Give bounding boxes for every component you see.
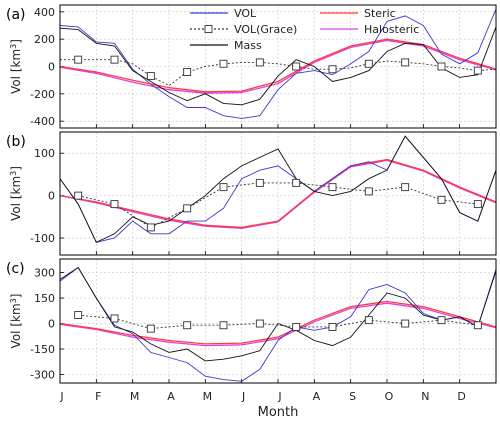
y-tick-label: 0 — [48, 318, 55, 331]
panel-1: -400 -200 0 200 400 (a) Vol [km3] — [6, 4, 497, 129]
y-tick-label: 200 — [34, 33, 55, 46]
series-mass — [60, 266, 496, 362]
legend-item: Steric — [320, 7, 396, 20]
grace-marker — [292, 322, 301, 331]
grace-marker — [401, 58, 410, 67]
grace-marker — [219, 321, 228, 330]
x-tick-label: N — [421, 390, 429, 403]
grace-marker — [146, 72, 155, 81]
y-tick-label: 100 — [34, 147, 55, 160]
legend-label: Mass — [234, 39, 262, 52]
legend: VOL VOL(Grace) Mass Steric Halosteric — [190, 7, 419, 52]
grace-marker — [183, 321, 192, 330]
grace-marker — [255, 178, 264, 187]
grace-marker — [328, 183, 337, 192]
x-tick-label: D — [457, 390, 465, 403]
series-vol — [60, 266, 496, 382]
grace-marker — [183, 204, 192, 213]
x-tick-label: M — [203, 390, 213, 403]
grace-marker — [74, 311, 83, 320]
series-halosteric — [60, 302, 496, 347]
grace-marker — [219, 183, 228, 192]
grace-marker — [437, 62, 446, 71]
legend-label: Halosteric — [364, 23, 419, 36]
x-tick-label: F — [95, 390, 101, 403]
grace-marker — [364, 59, 373, 68]
y-tick-label: 300 — [34, 267, 55, 280]
x-tick-label: J — [277, 390, 281, 403]
grace-marker — [473, 321, 482, 330]
grace-marker — [219, 59, 228, 68]
series-mass — [60, 26, 496, 106]
x-tick-label: M — [130, 390, 140, 403]
series-halosteric — [60, 159, 496, 229]
x-tick-label: A — [167, 390, 175, 403]
series-steric — [60, 158, 496, 229]
series-volgrace — [78, 182, 478, 228]
grace-marker — [110, 55, 119, 64]
series-volgrace — [60, 59, 496, 87]
y-tick-label: -150 — [30, 343, 55, 356]
panel-2: -100 0 100 (b) Vol [km3] — [6, 131, 497, 256]
legend-item: VOL(Grace) — [190, 23, 297, 36]
y-axis-label: Vol [km3] — [9, 39, 23, 94]
grace-marker — [473, 200, 482, 209]
legend-label: VOL — [234, 7, 257, 20]
grace-marker — [401, 183, 410, 192]
grace-marker — [255, 58, 264, 67]
grace-marker — [292, 178, 301, 187]
legend-item: Halosteric — [320, 23, 419, 36]
grace-marker — [437, 316, 446, 325]
legend-marker — [204, 25, 213, 33]
series-steric — [60, 300, 496, 345]
grace-marker — [473, 66, 482, 75]
x-tick-label: J — [59, 390, 63, 403]
y-axis-label: Vol [km3] — [9, 294, 23, 349]
y-tick-label: -400 — [30, 115, 55, 128]
y-tick-label: 0 — [48, 61, 55, 74]
panel-label: (a) — [6, 7, 26, 23]
grace-marker — [364, 187, 373, 196]
legend-label: VOL(Grace) — [234, 23, 297, 36]
grace-marker — [110, 314, 119, 323]
grace-marker — [74, 191, 83, 200]
panel-label: (c) — [6, 261, 25, 277]
panel-label: (b) — [6, 134, 26, 150]
y-tick-label: 150 — [34, 292, 55, 305]
series-halosteric — [60, 39, 496, 94]
x-tick-label: O — [385, 390, 394, 403]
grace-marker — [328, 65, 337, 74]
series-volgrace — [78, 314, 478, 330]
grace-marker — [183, 68, 192, 76]
x-tick-label: S — [349, 390, 356, 403]
series-vol — [60, 8, 496, 119]
y-tick-label: 400 — [34, 6, 55, 19]
panel-3: -300 -150 0 150 300 (c) Vol [km3] — [6, 258, 497, 384]
legend-label: Steric — [364, 7, 396, 20]
legend-item: Mass — [190, 39, 262, 52]
grace-marker — [437, 195, 446, 204]
grace-marker — [146, 324, 155, 333]
grace-marker — [292, 62, 301, 71]
grace-marker — [74, 55, 83, 64]
y-tick-label: 0 — [48, 190, 55, 203]
y-axis-label: Vol [km3] — [9, 166, 23, 221]
grace-marker — [255, 319, 264, 328]
grace-marker — [328, 322, 337, 331]
grace-marker — [146, 223, 155, 232]
grace-marker — [110, 200, 119, 209]
x-tick-label: A — [313, 390, 321, 403]
y-tick-label: -100 — [30, 232, 55, 245]
legend-item: VOL — [190, 7, 257, 20]
x-axis-label: Month — [258, 405, 299, 420]
x-tick-label: J — [241, 390, 245, 403]
y-tick-label: -200 — [30, 88, 55, 101]
y-tick-label: -300 — [30, 369, 55, 382]
series-mass — [60, 135, 496, 243]
grace-marker — [364, 316, 373, 325]
grace-marker — [401, 319, 410, 328]
